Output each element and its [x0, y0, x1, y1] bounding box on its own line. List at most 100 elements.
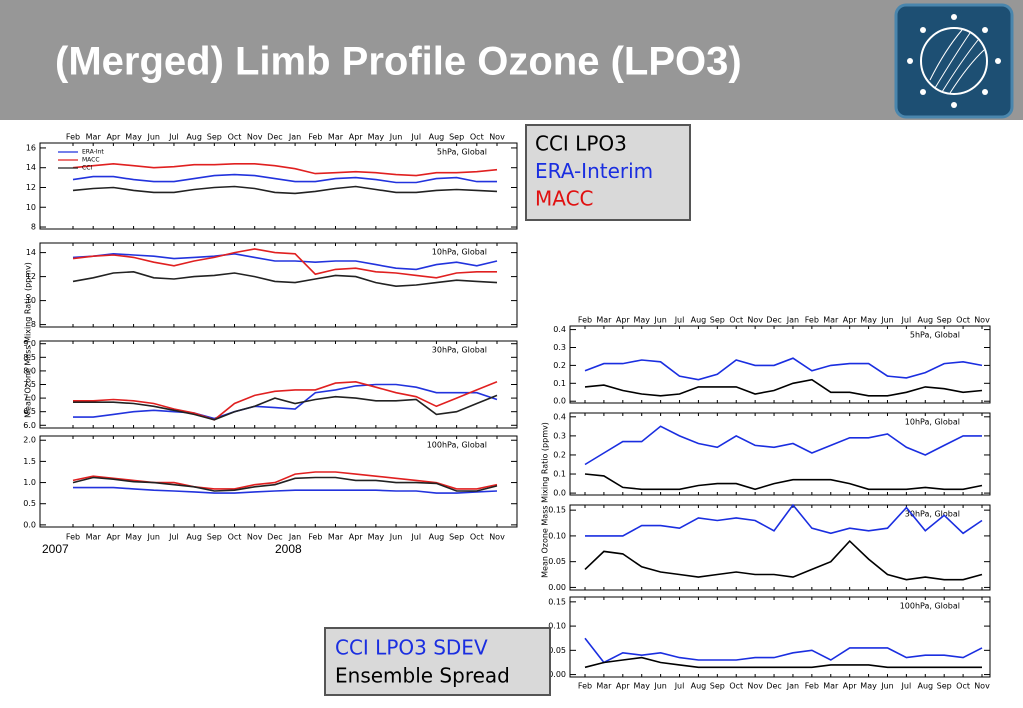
series-line — [72, 252, 498, 271]
x-tick-label: May — [633, 316, 650, 325]
x-tick-label: Oct — [729, 316, 743, 325]
x-tick-label: Aug — [691, 316, 707, 325]
legend-label: CCI — [82, 165, 92, 172]
series-line — [72, 471, 498, 490]
x-tick-label: Mar — [823, 316, 839, 325]
x-tick-label: Jan — [786, 682, 799, 691]
x-tick-label: Oct — [228, 533, 242, 542]
y-tick-label: 0.5 — [23, 499, 36, 508]
logo — [894, 3, 1014, 119]
x-tick-label: Aug — [186, 133, 202, 142]
y-tick-label: 0.1 — [553, 470, 566, 479]
y-tick-label: 0.0 — [553, 489, 566, 498]
year-label: 2007 — [42, 542, 69, 556]
y-tick-label: 0.05 — [548, 646, 566, 655]
x-tick-label: Apr — [349, 133, 364, 142]
panel-frame — [569, 325, 991, 404]
panel-label: 100hPa, Global — [427, 441, 487, 450]
series-line — [72, 162, 498, 177]
x-tick-label: Oct — [470, 133, 484, 142]
panel-frame — [569, 412, 991, 496]
x-tick-label: Oct — [729, 682, 743, 691]
legend-box-label: Ensemble Spread — [335, 664, 510, 688]
y-tick-label: 0.10 — [548, 622, 566, 631]
x-tick-label: Jan — [288, 133, 301, 142]
x-tick-label: Nov — [747, 316, 763, 325]
x-tick-label: Jul — [410, 133, 421, 142]
x-tick-label: Jun — [147, 133, 161, 142]
x-tick-label: Sep — [449, 133, 464, 142]
x-tick-label: Feb — [805, 316, 819, 325]
series-line — [584, 473, 983, 491]
x-tick-label: Jun — [389, 533, 403, 542]
x-tick-label: Sep — [207, 133, 222, 142]
x-tick-label: Apr — [616, 316, 631, 325]
x-tick-label: Nov — [974, 682, 990, 691]
y-tick-label: 7.5 — [23, 380, 36, 389]
series-line — [584, 539, 983, 581]
series-line — [584, 357, 983, 381]
x-tick-label: Oct — [956, 682, 970, 691]
x-tick-label: Dec — [267, 133, 282, 142]
x-tick-label: Nov — [747, 682, 763, 691]
x-tick-label: Jul — [168, 533, 179, 542]
legend-box — [324, 627, 551, 696]
x-tick-label: May — [125, 133, 142, 142]
x-tick-label: Mar — [86, 133, 102, 142]
header-bar — [0, 0, 1023, 120]
x-tick-label: Mar — [328, 533, 344, 542]
x-tick-label: Aug — [186, 533, 202, 542]
y-tick-label: 0.0 — [23, 520, 36, 529]
series-line — [72, 476, 498, 492]
x-tick-label: Jun — [653, 316, 667, 325]
series-line — [72, 173, 497, 184]
x-tick-label: Nov — [489, 533, 505, 542]
x-tick-label: Jul — [674, 316, 685, 325]
x-tick-label: Mar — [596, 682, 612, 691]
x-tick-label: Nov — [489, 133, 505, 142]
y-tick-label: 0.00 — [548, 670, 566, 679]
x-tick-label: Nov — [974, 316, 990, 325]
series-line — [72, 270, 498, 288]
x-tick-label: Aug — [429, 133, 445, 142]
x-tick-label: Mar — [86, 533, 102, 542]
y-tick-label: 10 — [26, 296, 36, 305]
x-tick-label: May — [368, 133, 385, 142]
panel-label: 10hPa, Global — [905, 418, 960, 427]
series-line — [584, 425, 982, 466]
x-tick-label: Mar — [823, 682, 839, 691]
y-axis-label: Mean Ozone Mass Mixing Ratio (ppmv) — [541, 422, 550, 578]
x-tick-label: May — [860, 682, 877, 691]
x-tick-label: May — [633, 682, 650, 691]
x-tick-label: Jul — [674, 682, 685, 691]
x-tick-label: Nov — [247, 533, 263, 542]
x-tick-label: Jan — [786, 316, 799, 325]
y-tick-label: 8 — [31, 223, 36, 232]
legend-label: ERA-Int — [82, 149, 104, 156]
x-tick-label: May — [860, 316, 877, 325]
x-tick-label: Jun — [880, 316, 894, 325]
y-tick-label: 0.2 — [553, 450, 566, 459]
y-tick-label: 0.0 — [553, 397, 566, 406]
x-tick-label: Aug — [691, 682, 707, 691]
panel-frame — [569, 504, 991, 591]
panel-label: 30hPa, Global — [432, 346, 487, 355]
panel-label: 100hPa, Global — [900, 602, 960, 611]
series-line — [73, 486, 498, 494]
series-line — [72, 185, 498, 195]
x-tick-label: Feb — [578, 682, 592, 691]
x-tick-label: Feb — [66, 533, 80, 542]
panel-label: 5hPa, Global — [910, 331, 960, 340]
x-tick-label: Mar — [328, 133, 344, 142]
x-tick-label: Dec — [766, 682, 781, 691]
y-tick-label: 12 — [26, 183, 36, 192]
y-tick-label: 0.10 — [548, 531, 566, 540]
x-tick-label: Feb — [308, 533, 322, 542]
y-tick-label: 1.5 — [23, 457, 36, 466]
series-line — [73, 380, 498, 421]
x-tick-label: Jun — [880, 682, 894, 691]
y-tick-label: 14 — [26, 248, 36, 257]
x-tick-label: Apr — [106, 133, 121, 142]
x-tick-label: Jun — [389, 133, 403, 142]
